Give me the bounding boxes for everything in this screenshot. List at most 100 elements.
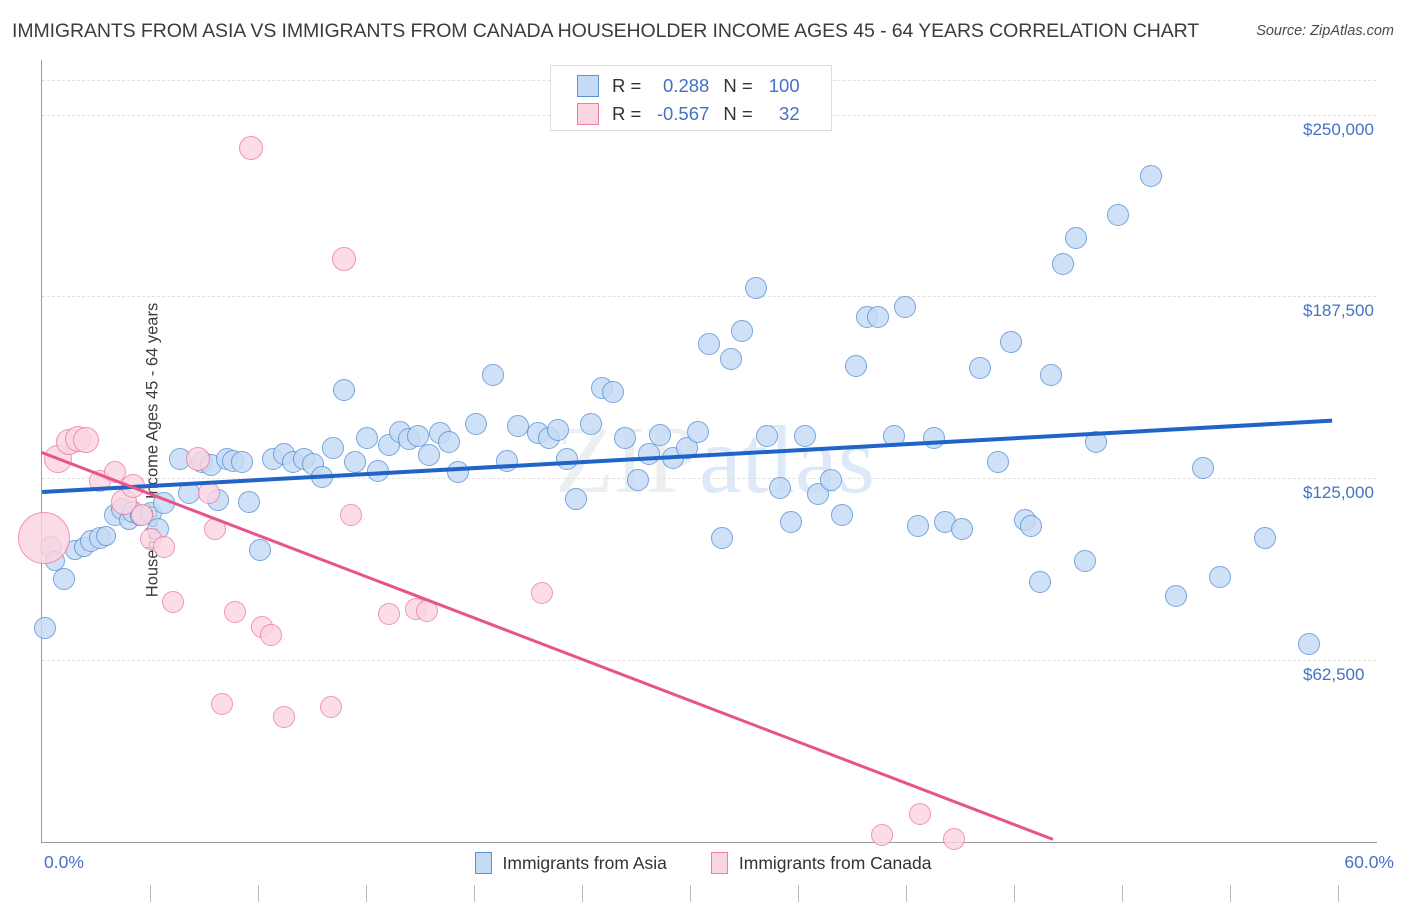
scatter-point[interactable] (1140, 164, 1163, 187)
scatter-point[interactable] (531, 582, 554, 605)
scatter-point[interactable] (417, 444, 440, 466)
scatter-point[interactable] (1107, 203, 1130, 226)
scatter-point[interactable] (1000, 330, 1023, 353)
scatter-point[interactable] (1084, 430, 1107, 453)
scatter-point[interactable] (355, 426, 378, 449)
scatter-point[interactable] (686, 420, 709, 443)
x-axis-tick (150, 885, 152, 902)
scatter-point[interactable] (698, 333, 720, 356)
scatter-point[interactable] (909, 803, 932, 826)
scatter-point[interactable] (464, 413, 487, 436)
y-axis-tick-label: $62,500 (1303, 665, 1365, 685)
scatter-point[interactable] (1073, 550, 1096, 573)
scatter-point[interactable] (1029, 570, 1052, 593)
scatter-point[interactable] (482, 363, 505, 386)
scatter-point[interactable] (162, 590, 185, 613)
scatter-point[interactable] (793, 425, 816, 448)
scatter-point[interactable] (446, 461, 469, 484)
scatter-point[interactable] (769, 477, 792, 500)
scatter-point[interactable] (866, 305, 889, 328)
scatter-point[interactable] (871, 823, 894, 846)
scatter-point[interactable] (311, 465, 334, 488)
series-legend: Immigrants from Asia Immigrants from Can… (0, 852, 1406, 874)
scatter-point[interactable] (415, 599, 438, 622)
scatter-point[interactable] (1298, 633, 1321, 656)
scatter-point[interactable] (231, 451, 254, 474)
legend-item-canada[interactable]: Immigrants from Canada (710, 852, 931, 874)
scatter-point[interactable] (1064, 227, 1087, 250)
scatter-point[interactable] (332, 246, 357, 271)
scatter-point[interactable] (224, 601, 247, 624)
scatter-point[interactable] (831, 503, 854, 526)
scatter-point[interactable] (73, 427, 100, 454)
scatter-point[interactable] (34, 617, 57, 640)
scatter-point[interactable] (731, 320, 754, 343)
scatter-point[interactable] (882, 425, 905, 448)
scatter-point[interactable] (675, 436, 698, 459)
scatter-point[interactable] (366, 460, 389, 482)
scatter-point[interactable] (711, 526, 734, 549)
scatter-point[interactable] (204, 518, 227, 541)
scatter-point[interactable] (755, 425, 778, 448)
scatter-point[interactable] (951, 518, 974, 541)
scatter-point[interactable] (820, 468, 843, 491)
correlation-stats-box: R = 0.288 N = 100 R = -0.567 N = 32 (550, 65, 832, 131)
scatter-point[interactable] (153, 492, 176, 514)
scatter-point[interactable] (377, 602, 400, 625)
scatter-point[interactable] (197, 481, 220, 504)
scatter-point[interactable] (53, 567, 76, 590)
scatter-point[interactable] (121, 473, 146, 498)
scatter-point[interactable] (580, 413, 603, 436)
scatter-point[interactable] (1051, 253, 1074, 276)
scatter-point[interactable] (320, 695, 343, 718)
scatter-point[interactable] (987, 451, 1010, 474)
scatter-point[interactable] (626, 468, 649, 491)
scatter-point[interactable] (1253, 526, 1276, 549)
scatter-point[interactable] (238, 136, 263, 161)
scatter-point[interactable] (333, 378, 356, 401)
scatter-point[interactable] (613, 426, 636, 449)
scatter-point[interactable] (18, 511, 71, 564)
scatter-point[interactable] (322, 436, 345, 459)
scatter-point[interactable] (506, 414, 529, 437)
scatter-point[interactable] (922, 426, 945, 449)
scatter-point[interactable] (96, 526, 117, 547)
scatter-point[interactable] (273, 705, 296, 728)
scatter-point[interactable] (406, 425, 429, 448)
scatter-point[interactable] (1020, 515, 1043, 538)
scatter-point[interactable] (185, 447, 210, 472)
scatter-point[interactable] (844, 355, 867, 378)
scatter-point[interactable] (1191, 457, 1214, 480)
scatter-point[interactable] (637, 442, 660, 465)
legend-item-asia[interactable]: Immigrants from Asia (474, 852, 667, 874)
scatter-point[interactable] (893, 295, 916, 318)
scatter-point[interactable] (969, 356, 992, 379)
scatter-point[interactable] (344, 451, 367, 474)
scatter-point[interactable] (744, 276, 767, 299)
scatter-point[interactable] (649, 423, 672, 446)
scatter-point[interactable] (564, 487, 587, 510)
scatter-point[interactable] (340, 503, 363, 526)
scatter-point[interactable] (546, 419, 569, 442)
scatter-point[interactable] (720, 347, 743, 370)
x-axis-tick (366, 885, 368, 902)
scatter-point[interactable] (495, 449, 518, 472)
scatter-point[interactable] (602, 381, 625, 404)
scatter-point[interactable] (153, 535, 176, 558)
scatter-point[interactable] (211, 692, 234, 715)
scatter-point[interactable] (1040, 363, 1063, 386)
scatter-point[interactable] (942, 828, 965, 851)
scatter-point[interactable] (248, 538, 271, 561)
scatter-point[interactable] (43, 445, 72, 474)
scatter-point[interactable] (260, 624, 282, 647)
scatter-point[interactable] (1209, 566, 1232, 589)
scatter-point[interactable] (104, 461, 127, 484)
scatter-point[interactable] (1164, 585, 1187, 608)
scatter-point[interactable] (437, 430, 460, 453)
scatter-point[interactable] (131, 503, 154, 526)
r-label-asia: R = (612, 74, 642, 96)
scatter-point[interactable] (780, 510, 803, 533)
scatter-point[interactable] (906, 515, 929, 538)
scatter-point[interactable] (237, 490, 260, 513)
scatter-point[interactable] (555, 448, 578, 471)
